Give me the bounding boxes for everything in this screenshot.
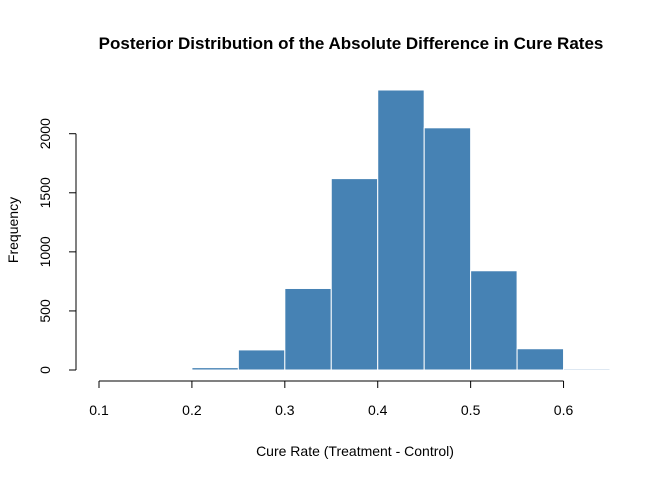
y-tick-label: 1000 (37, 236, 53, 267)
x-tick-label: 0.1 (89, 402, 109, 418)
x-tick-label: 0.4 (368, 402, 388, 418)
histogram-bar (284, 287, 332, 371)
histogram-bar (191, 367, 239, 371)
x-tick-label: 0.3 (275, 402, 295, 418)
y-tick-label: 0 (37, 366, 53, 374)
histogram-bar (423, 127, 472, 371)
y-axis: 0 500 1000 1500 2000 (37, 118, 77, 374)
y-axis-label: Frequency (5, 197, 21, 263)
histogram-bar (237, 349, 286, 371)
histogram-bar (470, 270, 518, 371)
histogram-bar (516, 348, 565, 371)
bars-group (191, 89, 611, 371)
y-tick-label: 500 (37, 299, 53, 323)
x-tick-label: 0.6 (554, 402, 574, 418)
chart-title: Posterior Distribution of the Absolute D… (99, 34, 604, 53)
histogram-bar (377, 89, 425, 371)
y-tick-label: 1500 (37, 177, 53, 208)
y-tick-label: 2000 (37, 118, 53, 149)
x-axis-label: Cure Rate (Treatment - Control) (256, 443, 454, 459)
x-axis: 0.1 0.2 0.3 0.4 0.5 0.6 (89, 380, 574, 418)
x-tick-label: 0.5 (461, 402, 481, 418)
x-tick-label: 0.2 (182, 402, 202, 418)
histogram-bar (563, 368, 611, 371)
histogram-bar (330, 178, 379, 371)
